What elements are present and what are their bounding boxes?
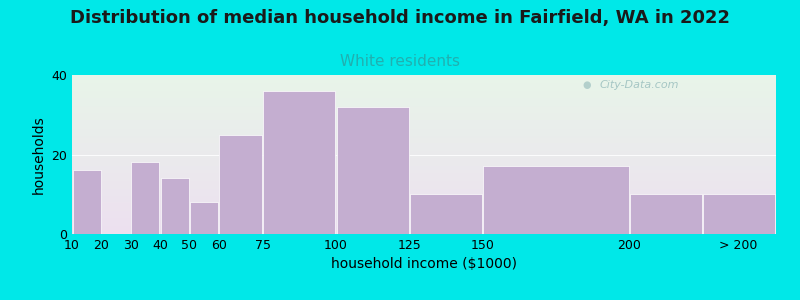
Bar (73, 170, 101, 234)
Text: Distribution of median household income in Fairfield, WA in 2022: Distribution of median household income … (70, 9, 730, 27)
Text: White residents: White residents (340, 54, 460, 69)
Bar (630, 194, 702, 234)
Text: ●: ● (582, 80, 591, 90)
Bar (263, 91, 335, 234)
X-axis label: household income ($1000): household income ($1000) (331, 257, 517, 272)
Bar (483, 167, 629, 234)
Bar (410, 194, 482, 234)
Bar (703, 194, 775, 234)
Bar (337, 107, 409, 234)
Y-axis label: households: households (32, 115, 46, 194)
Bar (131, 163, 159, 234)
Bar (219, 135, 262, 234)
Text: City-Data.com: City-Data.com (600, 80, 679, 90)
Bar (161, 178, 189, 234)
Bar (190, 202, 218, 234)
